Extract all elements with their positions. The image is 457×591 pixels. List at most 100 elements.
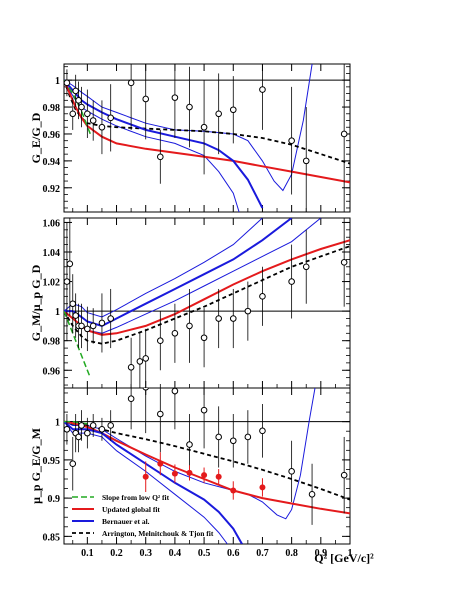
data-point-open-gm [259, 293, 266, 300]
y-tick-label-ratio: 1 [55, 418, 60, 429]
y-tick-label-ratio: 0.9 [48, 494, 61, 505]
data-point-open-gm [288, 278, 295, 285]
data-point-open-ge [84, 110, 91, 118]
data-point-filled-ratio [171, 470, 178, 477]
slope-curve-gm [64, 310, 91, 378]
data-point-open-ratio [64, 425, 71, 433]
bernauer-curve-ge [64, 79, 264, 209]
data-point-open-ratio [340, 471, 348, 479]
panel-frame-gm [63, 217, 351, 389]
data-point-open-gm [229, 315, 237, 322]
y-tick-label-ratio: 0.95 [43, 456, 61, 467]
data-point-open-gm [186, 322, 193, 330]
data-point-open-gm [107, 315, 114, 322]
x-tick-label: 0.4 [169, 548, 182, 559]
data-point-open-gm [215, 315, 222, 322]
data-point-open-ratio [215, 433, 222, 441]
x-tick-label: 0.3 [139, 548, 152, 559]
y-tick-label-ge: 0.92 [43, 184, 61, 195]
panel-gm: 0.96 0.98 1 1.02 1.04 1.06 G_M/μ_p G_D [29, 217, 351, 389]
data-point-open-ge [302, 157, 310, 165]
y-tick-label-gm: 1.06 [43, 218, 61, 229]
panel-plot-ratio [64, 388, 350, 544]
data-point-filled-ratio [186, 469, 193, 476]
data-point-open-ratio [69, 460, 77, 468]
bernauer-band-upper-gm [64, 218, 263, 318]
data-point-open-ratio [171, 388, 179, 395]
y-tick-label-gm: 1.02 [43, 278, 61, 289]
data-point-open-ge [186, 103, 193, 111]
x-tick-label: 0.5 [198, 548, 211, 559]
legend-label-arrington: Arrington, Melnitchouk & Tjon fit [102, 529, 214, 538]
data-point-open-ratio [308, 490, 316, 498]
bernauer-band-lower-gm [64, 218, 322, 334]
data-point-open-ratio [127, 395, 135, 403]
data-point-open-gm [340, 259, 348, 266]
data-point-filled-ratio [230, 487, 237, 494]
data-point-open-ratio [84, 429, 91, 437]
panel-plot-gm [64, 218, 350, 388]
y-tick-label-gm: 1.04 [43, 248, 61, 259]
data-point-open-gm [64, 278, 71, 285]
data-point-filled-ratio [157, 460, 164, 467]
y-tick-label-ge: 0.96 [43, 130, 61, 141]
data-point-open-gm [200, 334, 208, 342]
legend-label-slope: Slope from low Q² fit [102, 493, 170, 502]
data-point-filled-ratio [201, 472, 208, 479]
x-tick-label: 0.1 [81, 548, 94, 559]
slope-curve-ratio [64, 420, 91, 425]
global-fit-curve-gm [64, 239, 350, 336]
data-point-open-ge [157, 153, 164, 161]
y-tick-label-gm: 0.98 [43, 337, 61, 348]
data-point-open-ratio [186, 441, 193, 448]
data-point-filled-ratio [142, 473, 149, 480]
data-point-open-ratio [288, 468, 295, 475]
data-point-open-gm [171, 330, 179, 337]
data-point-open-gm [69, 300, 77, 308]
data-point-open-ratio [259, 427, 266, 435]
y-axis-label-ge: G_E/G_D [29, 112, 43, 163]
data-point-open-ge [340, 130, 348, 138]
data-point-open-gm [66, 260, 74, 268]
y-tick-label-ge: 1 [55, 76, 60, 87]
data-point-open-ge [64, 79, 71, 87]
data-point-open-gm [98, 319, 106, 327]
data-point-open-gm [302, 263, 310, 271]
y-tick-label-ratio: 0.85 [43, 532, 61, 543]
data-point-filled-ratio [259, 484, 266, 491]
data-point-open-gm [84, 325, 91, 333]
data-point-open-ge [107, 114, 114, 122]
data-point-open-gm [136, 358, 144, 365]
bernauer-curve-ratio [64, 420, 243, 544]
legend-label-global: Updated global fit [102, 505, 160, 514]
data-point-open-ratio [98, 425, 106, 433]
panel-ratio: 0.85 0.9 0.95 1 μ_p G_E/G_M [29, 387, 351, 545]
x-axis-label: Q² [GeV/c]² [314, 551, 374, 565]
data-point-open-ratio [142, 388, 149, 391]
bernauer-curve-gm [64, 218, 293, 327]
data-point-open-gm [72, 312, 79, 319]
data-point-open-ratio [244, 433, 252, 441]
data-point-open-ge [72, 87, 79, 95]
data-point-open-gm [89, 322, 97, 330]
y-tick-label-gm: 0.96 [43, 366, 61, 377]
panels-layer: 0.920.940.960.981G_E/G_D0.960.9811.021.0… [29, 63, 353, 559]
data-point-open-ge [78, 103, 85, 111]
x-tick-label: 0.7 [256, 548, 269, 559]
data-point-open-gm [142, 355, 150, 362]
data-point-open-ge [142, 95, 150, 103]
data-point-open-ge [229, 106, 237, 114]
data-point-open-ge [200, 123, 208, 131]
data-point-open-ratio [107, 422, 114, 429]
data-point-filled-ratio [215, 473, 222, 480]
data-point-open-ratio [157, 410, 164, 418]
y-tick-label-ge: 0.98 [43, 103, 61, 114]
data-point-open-ge [127, 79, 135, 87]
data-point-open-ge [69, 110, 77, 118]
data-point-open-ge [89, 117, 97, 124]
data-point-open-ratio [89, 422, 97, 429]
data-point-open-gm [78, 322, 85, 330]
data-point-open-ratio [75, 433, 82, 441]
y-axis-label-gm: G_M/μ_p G_D [29, 264, 43, 341]
data-point-open-ge [215, 110, 222, 118]
